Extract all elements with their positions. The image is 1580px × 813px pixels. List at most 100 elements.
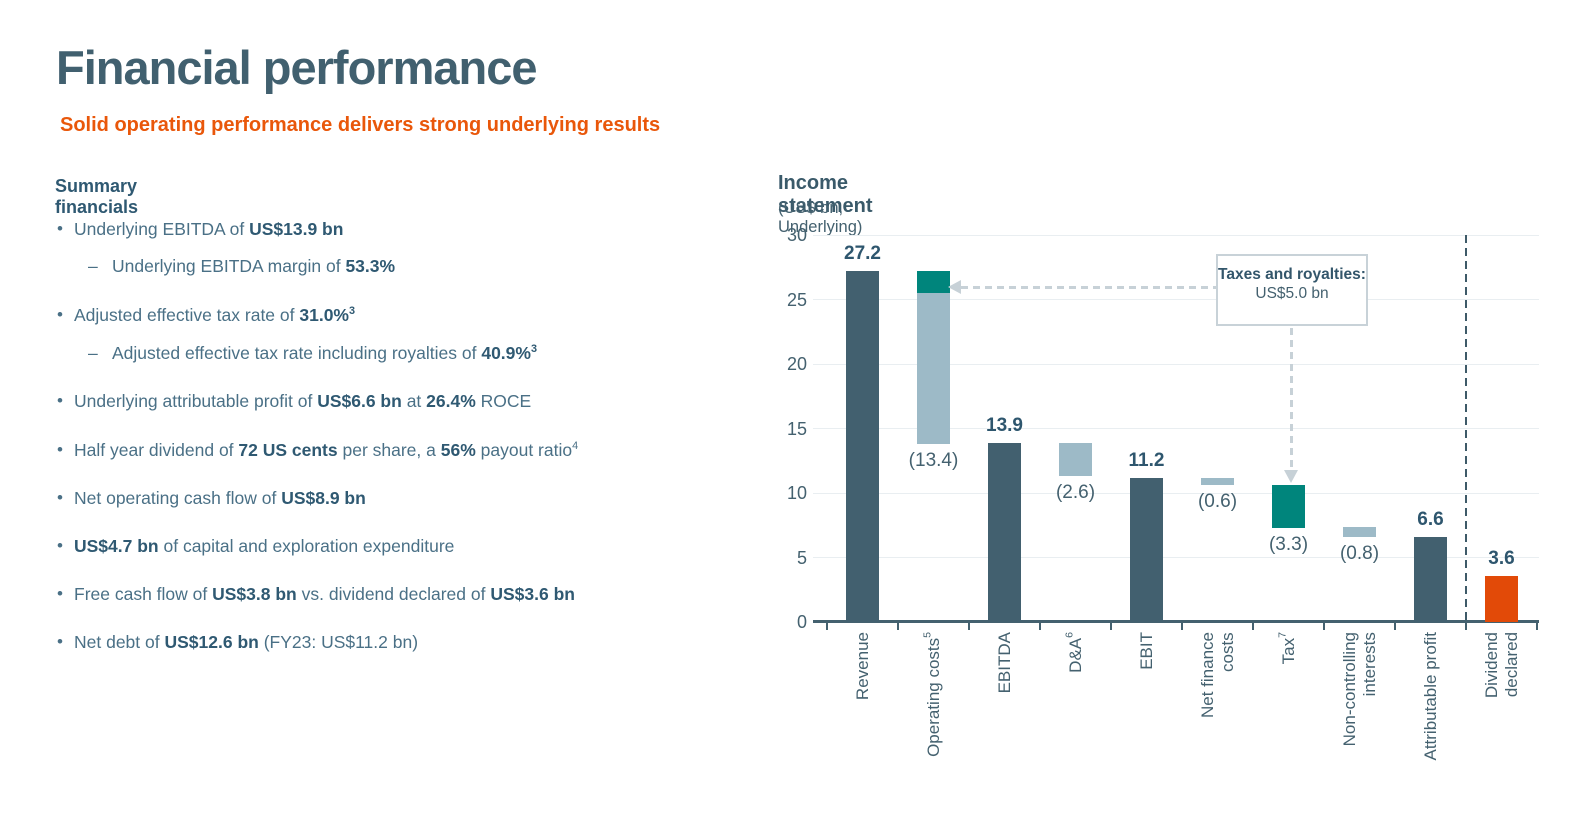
dash-marker-icon: – <box>88 256 98 276</box>
x-axis-label-dividend-declared: Dividend declared <box>1481 632 1521 699</box>
summary-list: • Underlying EBITDA of US$13.9 bn – Underly… <box>0 0 780 813</box>
gridline <box>813 428 1539 429</box>
page-subtitle: Solid operating performance delivers str… <box>60 114 661 136</box>
list-item-text: Underlying EBITDA of US$13.9 bn <box>74 219 344 239</box>
list-item-text: US$4.7 bn of capital and exploration exp… <box>74 536 455 556</box>
bar-operating-costs <box>917 271 950 294</box>
x-axis-tick <box>1181 622 1183 630</box>
gridline <box>813 299 1539 300</box>
x-axis-label-attributable-profit: Attributable profit <box>1420 632 1440 761</box>
summary-heading: Summary financials <box>55 176 139 217</box>
y-axis-tick-label: 15 <box>786 418 807 439</box>
bullet-marker-icon: • <box>57 391 63 410</box>
x-axis-label-cell: Net finance costs <box>1182 632 1253 812</box>
bar-operating-costs <box>917 293 950 444</box>
list-item-text: Net operating cash flow of US$8.9 bn <box>74 488 366 508</box>
annotation-title: Taxes and royalties: <box>1218 266 1366 283</box>
bar-dividend-declared <box>1485 575 1518 622</box>
x-axis-tick <box>1536 622 1538 630</box>
bullet-marker-icon: • <box>57 632 63 651</box>
y-axis-tick-label: 30 <box>786 225 807 245</box>
annotation-arrow-horizontal <box>961 286 1216 289</box>
chart-title: Income statement <box>778 172 873 217</box>
annotation-arrow-vertical <box>1290 328 1293 470</box>
gridline <box>813 363 1539 365</box>
value-label-operating-costs: (13.4) <box>908 449 959 471</box>
chart-subtitle: (US$ bn, Underlying) <box>778 199 863 236</box>
y-axis-tick-label: 25 <box>786 289 807 310</box>
x-axis-label-tax: Tax7 <box>1275 632 1298 665</box>
bullet-marker-icon: • <box>57 488 63 507</box>
value-label-net-finance-costs: (0.6) <box>1197 491 1238 513</box>
y-axis-tick-label: 10 <box>786 483 807 503</box>
dash-marker-icon: – <box>88 343 98 363</box>
bar-ebitda <box>988 442 1021 622</box>
gridline <box>813 492 1539 494</box>
bullet-marker-icon: • <box>57 305 63 324</box>
x-axis-tick <box>1323 622 1325 630</box>
value-label-dividend-declared: 3.6 <box>1488 547 1515 569</box>
x-axis-tick <box>897 622 899 630</box>
x-axis-tick <box>1039 622 1041 630</box>
x-axis-tick <box>968 622 970 630</box>
x-axis-label-cell: Attributable profit <box>1395 632 1466 812</box>
x-axis-label-cell: Operating costs5 <box>898 632 969 812</box>
list-item-text: Underlying attributable profit of US$6.6… <box>74 391 532 411</box>
x-axis-tick <box>1394 622 1396 630</box>
value-label-ebit: 11.2 <box>1128 449 1165 471</box>
x-axis-label-net-finance-costs: Net finance costs <box>1197 632 1237 718</box>
annotation-value: US$5.0 bn <box>1255 285 1329 302</box>
bar-non-controlling-interests <box>1343 526 1376 537</box>
bar-net-finance-costs <box>1201 477 1234 486</box>
bar-revenue <box>846 271 879 622</box>
gridline <box>813 234 1539 236</box>
list-item-text: Adjusted effective tax rate of 31.0%3 <box>74 305 356 325</box>
value-label-attributable-profit: 6.6 <box>1417 508 1444 530</box>
x-axis-label-cell: Tax7 <box>1253 632 1324 812</box>
y-axis-tick-label: 0 <box>796 612 807 632</box>
x-axis-tick <box>1110 622 1112 630</box>
x-axis-label-operating-costs: Operating costs5 <box>920 632 943 757</box>
list-item-text: Adjusted effective tax rate including ro… <box>112 343 537 363</box>
y-axis-tick-label: 5 <box>796 547 807 568</box>
value-label-d-a: (2.6) <box>1055 482 1096 504</box>
value-label-tax: (3.3) <box>1268 533 1309 555</box>
value-label-ebitda: 13.9 <box>986 414 1023 436</box>
list-item-text: Free cash flow of US$3.8 bn vs. dividend… <box>74 584 575 604</box>
list-item-text: Underlying EBITDA margin of 53.3% <box>112 256 396 276</box>
value-label-non-controlling-interests: (0.8) <box>1339 542 1380 564</box>
bullet-marker-icon: • <box>57 584 63 603</box>
x-axis-label-ebitda: EBITDA <box>994 632 1014 694</box>
separator-line <box>1465 235 1467 620</box>
gridline <box>813 557 1539 558</box>
bullet-marker-icon: • <box>57 440 63 459</box>
x-axis-label-ebit: EBIT <box>1136 632 1156 670</box>
x-axis-label-cell: Dividend declared <box>1466 632 1537 812</box>
bar-d-a <box>1059 442 1092 477</box>
x-axis-label-revenue: Revenue <box>852 632 872 701</box>
bar-attributable-profit <box>1414 536 1447 622</box>
x-axis-label-cell: EBIT <box>1111 632 1182 812</box>
value-label-revenue: 27.2 <box>844 243 881 265</box>
list-item-text: Net debt of US$12.6 bn (FY23: US$11.2 bn… <box>74 632 419 652</box>
x-axis-tick <box>1252 622 1254 630</box>
x-axis-label-cell: EBITDA <box>969 632 1040 812</box>
x-axis-label-cell: D&A6 <box>1040 632 1111 812</box>
annotation-arrowhead-down-icon <box>1284 470 1298 483</box>
bullet-marker-icon: • <box>57 536 63 555</box>
x-axis-tick <box>826 622 828 630</box>
list-item-text: Half year dividend of 72 US cents per sh… <box>74 440 579 460</box>
annotation-arrowhead-left-icon <box>948 280 961 294</box>
bullet-marker-icon: • <box>57 219 63 238</box>
annotation-box: Taxes and royalties: US$5.0 bn <box>1216 254 1368 326</box>
y-axis-tick-label: 20 <box>786 354 807 374</box>
page-title: Financial performance <box>56 41 537 94</box>
x-axis-label-cell: Non-controlling interests <box>1324 632 1395 812</box>
x-axis-label-non-controlling-interests: Non-controlling interests <box>1339 632 1379 747</box>
bar-ebit <box>1130 477 1163 622</box>
x-axis-line <box>813 620 1539 623</box>
x-axis-label-cell: Revenue <box>827 632 898 812</box>
x-axis-tick <box>1465 622 1467 630</box>
bar-tax <box>1272 485 1305 528</box>
